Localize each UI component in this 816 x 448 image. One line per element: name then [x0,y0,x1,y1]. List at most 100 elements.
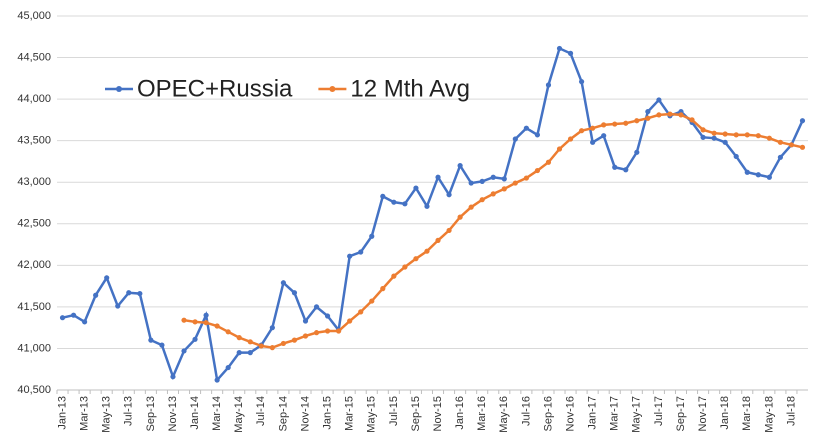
marker [567,136,574,142]
marker [457,214,463,220]
marker [711,130,717,136]
y-tick-label: 43,500 [17,135,51,147]
marker [733,132,739,138]
x-tick-label: Sep-15 [410,396,422,431]
marker [545,82,552,88]
marker [468,204,474,210]
x-tick-label: Nov-15 [432,396,444,431]
marker [391,199,397,205]
marker [391,273,397,279]
marker [324,313,331,319]
x-tick-label: Jan-17 [587,396,599,430]
marker [788,142,795,148]
marker [534,132,541,138]
marker [744,169,750,175]
x-tick-label: Sep-16 [542,396,554,431]
marker [413,185,419,191]
x-tick-label: Jul-16 [520,396,532,426]
marker [446,192,452,198]
marker [612,164,618,170]
marker [799,144,806,150]
legend-label: 12 Mth Avg [350,75,470,102]
marker [358,249,364,255]
y-tick-label: 42,500 [17,218,51,230]
marker [380,193,386,199]
x-tick-label: Mar-14 [211,396,223,431]
marker [203,320,209,326]
marker [93,292,99,298]
marker [214,323,220,329]
marker [258,343,264,349]
marker [291,290,298,296]
marker [578,128,585,134]
marker [126,290,132,296]
marker [82,319,88,325]
y-tick-label: 40,500 [17,384,51,396]
marker [358,309,364,315]
marker [280,280,287,286]
marker [501,186,507,192]
marker [534,167,541,174]
x-tick-label: Jul-18 [785,396,797,426]
marker [302,333,309,339]
x-tick-label: Jan-15 [321,396,333,430]
x-tick-label: Nov-14 [299,396,311,431]
x-tick-label: Mar-18 [741,396,753,431]
marker [755,172,761,178]
marker [667,111,673,117]
marker [545,159,552,165]
marker [457,163,463,169]
marker [214,377,220,383]
marker [479,178,485,184]
marker [601,133,607,139]
marker [700,134,706,140]
marker [137,290,143,297]
x-tick-label: Mar-15 [344,396,356,431]
marker [247,350,253,356]
marker [59,315,66,321]
marker [115,303,121,309]
x-tick-label: Jul-14 [255,396,267,426]
marker [623,120,629,126]
x-tick-label: Jan-14 [189,396,201,430]
marker [578,79,585,85]
marker [380,286,386,292]
marker [413,256,419,262]
marker [192,319,198,325]
x-tick-label: May-17 [631,396,643,433]
marker [170,374,176,380]
marker [313,330,320,336]
x-tick-label: Jan-13 [56,396,68,430]
x-tick-label: Jul-15 [388,396,400,426]
marker [347,318,353,324]
marker [336,328,342,334]
marker [402,201,408,207]
marker [656,97,662,103]
marker [225,329,231,335]
x-tick-label: Mar-16 [476,396,488,431]
marker [203,312,209,318]
x-tick-label: Mar-13 [79,396,91,431]
marker [766,174,772,180]
legend-marker [116,86,122,92]
marker [590,139,596,145]
marker [722,139,728,145]
marker [689,117,695,123]
marker [556,146,563,152]
marker [634,118,640,124]
marker [523,175,529,181]
marker [590,125,596,131]
marker [369,233,375,239]
x-tick-label: Sep-14 [277,396,289,431]
marker [468,180,474,186]
legend-marker [329,86,336,92]
marker [634,149,640,155]
marker [567,50,574,57]
marker [269,345,275,351]
legend-label: OPEC+Russia [137,75,293,102]
marker [777,139,783,145]
marker [446,227,452,234]
marker [623,167,629,173]
x-tick-label: Nov-13 [167,396,179,431]
